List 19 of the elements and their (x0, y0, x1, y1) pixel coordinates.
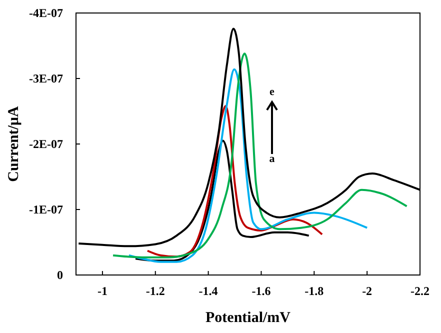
x-tick-label: -2.2 (410, 284, 430, 298)
line-series (128, 68, 368, 263)
x-tick-label: -1.2 (146, 284, 165, 298)
y-tick-label: 0 (57, 268, 63, 282)
y-tick-label: -3E-07 (29, 72, 63, 86)
line-series (112, 52, 408, 258)
x-tick-label: -1.6 (252, 284, 271, 298)
x-tick-label: -1 (97, 284, 108, 298)
annotation: e (270, 86, 275, 98)
y-tick-label: -4E-07 (29, 6, 63, 20)
x-axis-title: Potential/mV (206, 310, 291, 326)
x-tick-label: -2 (362, 284, 372, 298)
y-tick-label: -2E-07 (29, 137, 63, 151)
y-tick-label: -1E-07 (29, 202, 63, 216)
x-tick-label: -1.4 (198, 284, 218, 298)
line-series (146, 105, 324, 258)
annotation: a (269, 153, 276, 165)
x-tick-label: -1.8 (304, 284, 324, 298)
y-axis-title: Current/μA (6, 106, 22, 182)
